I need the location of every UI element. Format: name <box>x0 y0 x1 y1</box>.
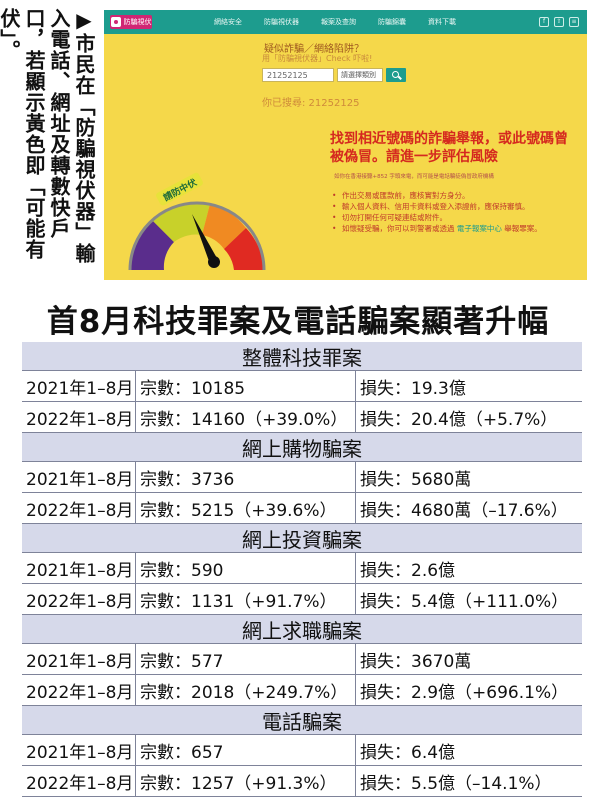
period-cell: 2022年1–8月 <box>22 584 136 614</box>
period-cell: 2022年1–8月 <box>22 675 136 705</box>
advice-list: 作出交易或匯款前，應核實對方身分。 輸入個人資料、信用卡資料或登入添證前，應保持… <box>332 190 572 234</box>
warning-headline: 找到相近號碼的詐騙舉報，或此號碼曾被偽冒。請進一步評估風險 <box>330 131 568 165</box>
advice-item-1: 作出交易或匯款前，應核實對方身分。 <box>332 190 572 201</box>
loss-cell: 損失：20.4億（+5.7%） <box>360 409 558 430</box>
site-navbar: 防騙視伏 網絡安全 防騙視伏器 報案及查詢 防騙錦囊 資料下載 f ⇧ ≡ <box>104 10 587 34</box>
gauge-segment-purple <box>129 220 174 270</box>
period-cell: 2022年1–8月 <box>22 766 136 796</box>
period-cell: 2022年1–8月 <box>22 493 136 523</box>
cases-cell: 宗數：577 <box>136 644 356 674</box>
share-icon[interactable]: ⇧ <box>554 17 564 27</box>
table-row: 2022年1–8月 宗數：1257（+91.3%） 損失：5.5億（–14.1%… <box>22 766 582 797</box>
loss-cell: 損失：5.4億（+111.0%） <box>360 591 569 612</box>
facebook-icon[interactable]: f <box>539 17 549 27</box>
loss-cell: 損失：2.9億（+696.1%） <box>360 682 569 703</box>
cases-cell: 宗數：1131（+91.7%） <box>136 584 356 614</box>
logo-text: 防騙視伏 <box>123 18 152 26</box>
table-row: 2021年1–8月 宗數：657 損失：6.4億 <box>22 735 582 766</box>
table-row: 2021年1–8月 宗數：577 損失：3670萬 <box>22 644 582 675</box>
cases-cell: 宗數：5215（+39.6%） <box>136 493 356 523</box>
nav-item-3[interactable]: 報案及查詢 <box>321 18 356 26</box>
section-header: 電話騙案 <box>22 706 582 735</box>
site-logo[interactable]: 防騙視伏 <box>110 15 152 29</box>
advice-item-4-prefix: 如懷疑受騙，你可以到警署或透過 <box>342 224 457 233</box>
cases-cell: 宗數：590 <box>136 553 356 583</box>
photo-caption: ▶市民在「防騙視伏器」輸入電話、網址及轉數快戶口，若顯示黃色即「可能有伏」。 <box>0 8 96 264</box>
period-cell: 2021年1–8月 <box>22 553 136 583</box>
scam-question: 疑似詐騙／網絡陷阱？ <box>264 44 364 55</box>
section-header: 網上求職騙案 <box>22 615 582 644</box>
searched-number: 你已搜尋: 21252125 <box>262 98 360 109</box>
menu-icon[interactable]: ≡ <box>569 17 579 27</box>
table-row: 2022年1–8月 宗數：1131（+91.7%） 損失：5.4億（+111.0… <box>22 584 582 615</box>
loss-cell: 損失：19.3億 <box>360 378 466 399</box>
cases-cell: 宗數：657 <box>136 735 356 765</box>
loss-cell: 損失：5.5億（–14.1%） <box>360 773 552 794</box>
section-header: 網上購物騙案 <box>22 433 582 462</box>
nav-item-1[interactable]: 網絡安全 <box>214 18 242 26</box>
section-header: 網上投資騙案 <box>22 524 582 553</box>
loss-cell: 損失：6.4億 <box>360 742 456 763</box>
category-select[interactable]: 請選擇類別 <box>337 68 383 82</box>
nav-item-4[interactable]: 防騙錦囊 <box>378 18 406 26</box>
loss-cell: 損失：4680萬（–17.6%） <box>360 500 568 521</box>
cases-cell: 宗數：14160（+39.0%） <box>136 402 356 432</box>
advice-item-4: 如懷疑受騙，你可以到警署或透過 電子報案中心 舉報罪案。 <box>332 223 572 234</box>
table-row: 2021年1–8月 宗數：590 損失：2.6億 <box>22 553 582 584</box>
advice-item-4-suffix: 舉報罪案。 <box>501 224 542 233</box>
page-title: 首8月科技罪案及電話騙案顯著升幅 <box>46 304 550 340</box>
loss-cell: 損失：3670萬 <box>360 651 472 672</box>
table-row: 2022年1–8月 宗數：14160（+39.0%） 損失：20.4億（+5.7… <box>22 402 582 433</box>
risk-gauge: 請防中伏 <box>128 172 266 271</box>
table-row: 2021年1–8月 宗數：10185 損失：19.3億 <box>22 371 582 402</box>
search-input[interactable]: 21252125 <box>262 68 334 82</box>
cases-cell: 宗數：1257（+91.3%） <box>136 766 356 796</box>
logo-icon <box>110 17 121 27</box>
cases-cell: 宗數：2018（+249.7%） <box>136 675 356 705</box>
e-report-link[interactable]: 電子報案中心 <box>456 224 502 233</box>
nav-icons: f ⇧ ≡ <box>539 17 579 27</box>
table-row: 2021年1–8月 宗數：3736 損失：5680萬 <box>22 462 582 493</box>
advice-item-2: 輸入個人資料、信用卡資料或登入添證前，應保持審慎。 <box>332 201 572 212</box>
gauge-segment-red <box>224 228 264 270</box>
search-button[interactable] <box>386 68 406 82</box>
gauge-needle <box>192 214 218 264</box>
table-row: 2022年1–8月 宗數：5215（+39.6%） 損失：4680萬（–17.6… <box>22 493 582 524</box>
cases-cell: 宗數：10185 <box>136 371 356 401</box>
period-cell: 2021年1–8月 <box>22 735 136 765</box>
crime-stats-table: 整體科技罪案 2021年1–8月 宗數：10185 損失：19.3億 2022年… <box>22 342 582 797</box>
scam-subquestion: 用「防騙視伏器」Check 吓啦! <box>262 54 373 63</box>
nav-menu: 網絡安全 防騙視伏器 報案及查詢 防騙錦囊 資料下載 <box>214 17 456 27</box>
table-row: 2022年1–8月 宗數：2018（+249.7%） 損失：2.9億（+696.… <box>22 675 582 706</box>
nav-item-5[interactable]: 資料下載 <box>428 18 456 26</box>
period-cell: 2021年1–8月 <box>22 462 136 492</box>
scameter-screenshot: 防騙視伏 網絡安全 防騙視伏器 報案及查詢 防騙錦囊 資料下載 f ⇧ ≡ 疑似… <box>104 10 587 280</box>
period-cell: 2021年1–8月 <box>22 371 136 401</box>
loss-cell: 損失：2.6億 <box>360 560 456 581</box>
warning-fineprint: 如你在香港接聽+852 字頭來電，而可能是電話騙徒偽冒政府機構 <box>334 174 494 180</box>
advice-item-3: 切勿打開任何可疑連結或附件。 <box>332 212 572 223</box>
loss-cell: 損失：5680萬 <box>360 469 472 490</box>
period-cell: 2021年1–8月 <box>22 644 136 674</box>
gauge-segment-orange <box>202 204 246 249</box>
nav-item-2[interactable]: 防騙視伏器 <box>264 18 299 26</box>
gauge-segment-yellow <box>152 202 210 242</box>
cases-cell: 宗數：3736 <box>136 462 356 492</box>
period-cell: 2022年1–8月 <box>22 402 136 432</box>
section-header: 整體科技罪案 <box>22 342 582 371</box>
